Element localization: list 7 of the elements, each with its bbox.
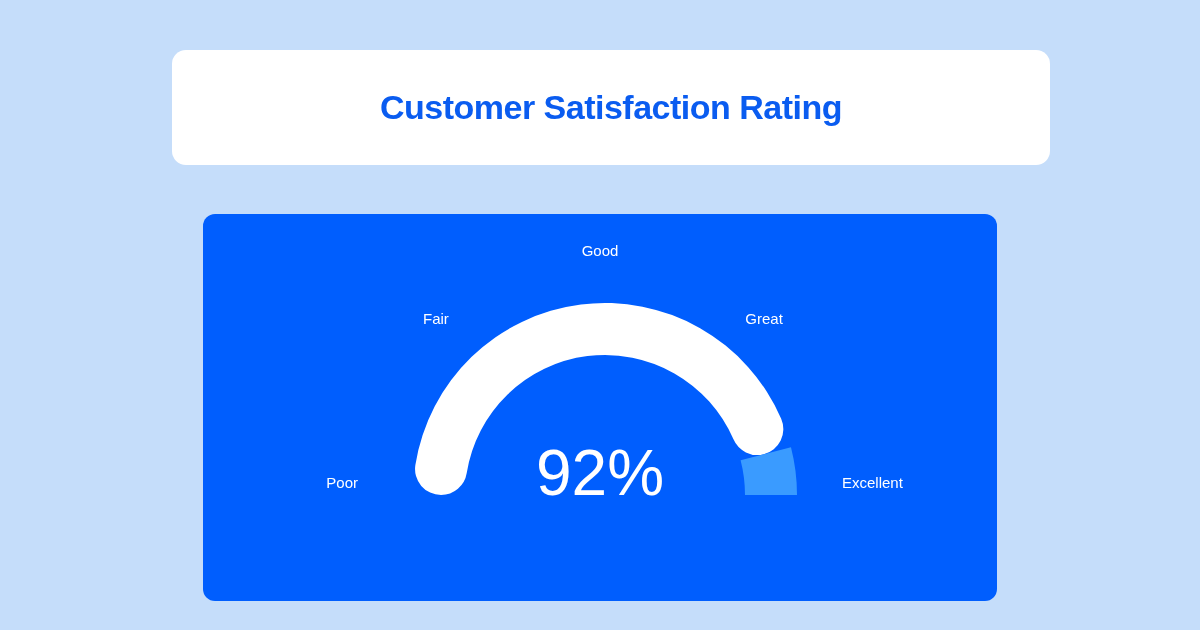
text: Fair <box>423 309 449 327</box>
chart-title: Customer Satisfaction Rating <box>379 88 843 127</box>
text: Poor <box>326 473 358 491</box>
text: Great <box>745 309 784 327</box>
data-label: 92% <box>535 436 665 509</box>
text: Excellent <box>842 473 904 491</box>
text: Good <box>581 241 619 259</box>
